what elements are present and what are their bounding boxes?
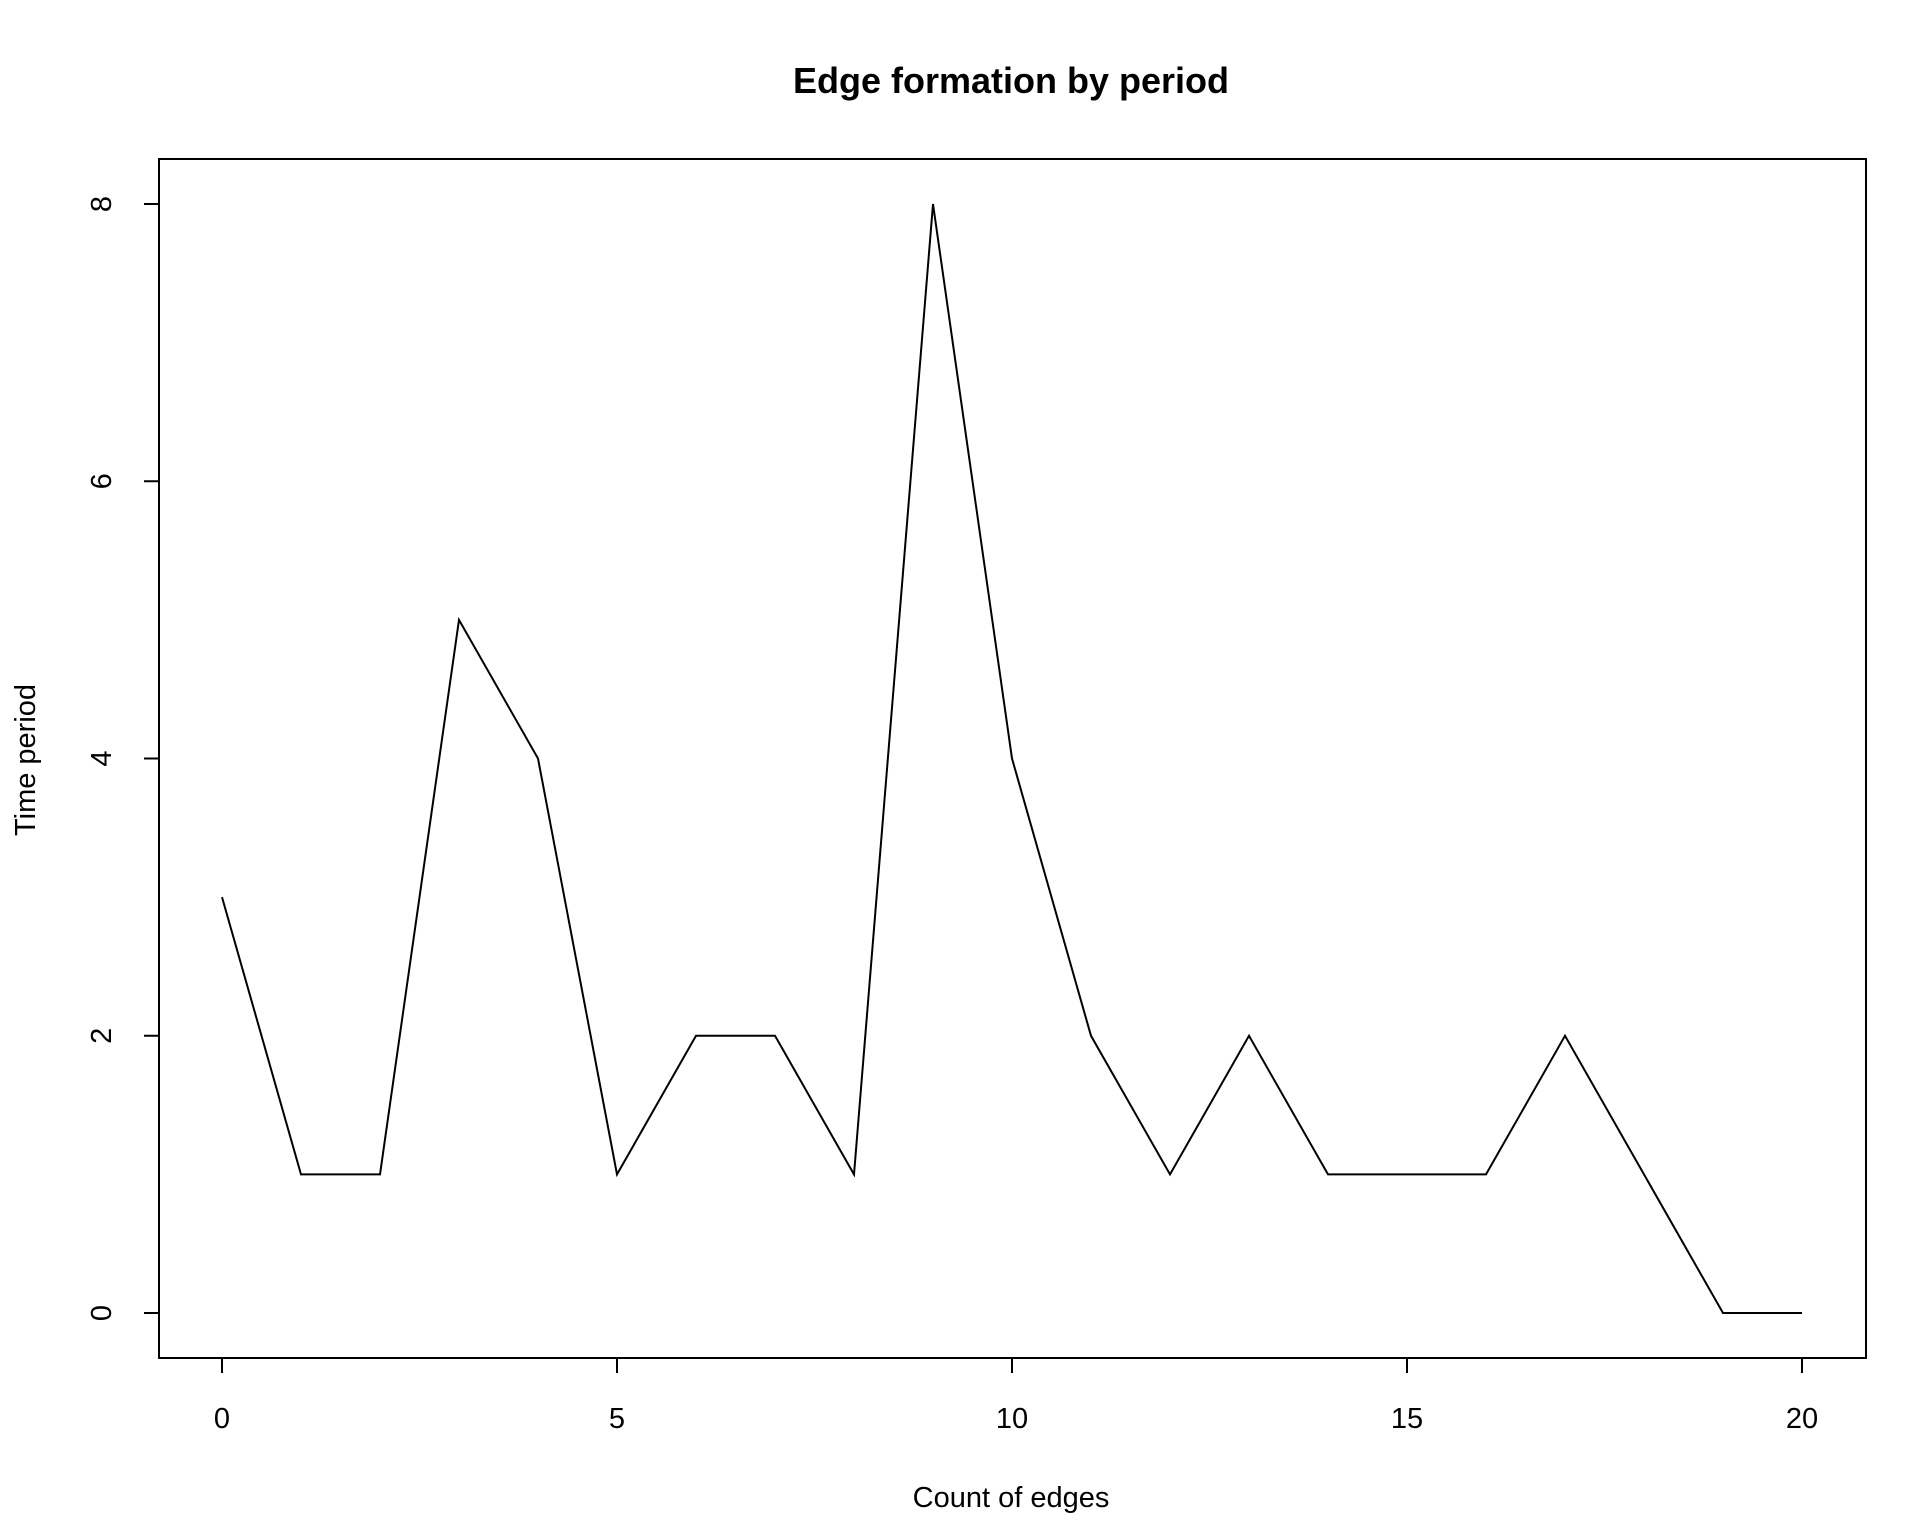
x-tick-label: 5 [609, 1403, 625, 1435]
y-axis: 0 2 4 6 8 [86, 196, 160, 1321]
x-tick-label: 0 [214, 1403, 230, 1435]
x-axis-label: Count of edges [913, 1482, 1110, 1514]
y-tick-label: 4 [86, 750, 118, 766]
y-axis-label: Time period [10, 684, 42, 836]
x-tick-label: 10 [996, 1403, 1028, 1435]
series-line [221, 203, 1802, 1314]
y-tick-label: 8 [86, 196, 118, 212]
y-tick-label: 6 [86, 473, 118, 489]
x-tick-label: 15 [1391, 1403, 1423, 1435]
chart-title: Edge formation by period [793, 60, 1229, 101]
y-tick-label: 2 [86, 1028, 118, 1044]
y-tick-label: 0 [86, 1305, 118, 1321]
x-tick-label: 20 [1786, 1403, 1818, 1435]
x-axis: 0 5 10 15 20 [214, 1357, 1818, 1435]
